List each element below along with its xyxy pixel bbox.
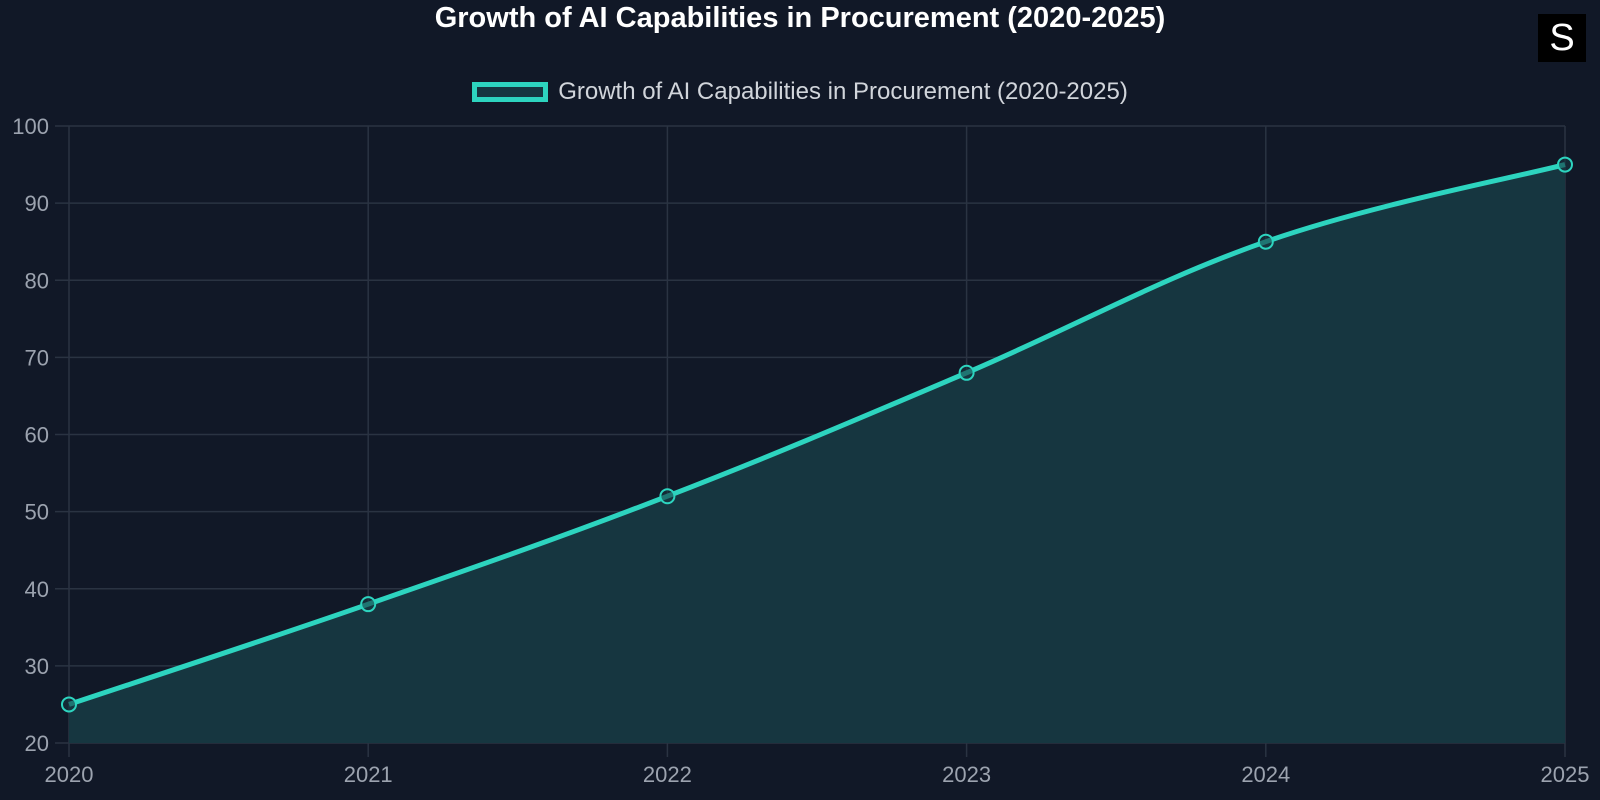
logo-badge: S [1538,14,1586,62]
y-axis: 20 30 40 50 60 70 80 90 100 [12,114,49,756]
y-tick-label: 100 [12,114,49,139]
x-tick-label: 2024 [1241,762,1290,787]
x-tick-label: 2020 [45,762,94,787]
y-tick-label: 60 [25,423,49,448]
y-tick-label: 40 [25,577,49,602]
data-point[interactable] [1257,233,1274,250]
data-point[interactable] [61,696,77,713]
x-tick-label: 2023 [942,762,991,787]
data-points [61,156,1573,713]
y-tick-label: 50 [25,500,49,525]
data-point[interactable] [1557,156,1573,173]
x-tick-label: 2021 [344,762,393,787]
x-axis: 2020 2021 2022 2023 2024 2025 [45,762,1590,787]
x-tick-label: 2022 [643,762,692,787]
legend-swatch-icon [472,82,549,102]
y-tick-label: 80 [25,268,49,293]
legend-label: Growth of AI Capabilities in Procurement… [558,78,1128,105]
data-point[interactable] [659,488,676,505]
data-point[interactable] [360,596,377,613]
y-tick-label: 20 [25,731,49,756]
data-line [68,162,1566,707]
legend[interactable]: Growth of AI Capabilities in Procurement… [0,78,1600,106]
x-tick-label: 2025 [1541,762,1590,787]
area-fill [69,164,1565,743]
chart-title: Growth of AI Capabilities in Procurement… [434,2,1166,34]
data-point[interactable] [958,364,975,381]
y-tick-label: 70 [25,345,49,370]
y-tick-label: 30 [25,654,49,679]
y-tick-label: 90 [25,191,49,216]
